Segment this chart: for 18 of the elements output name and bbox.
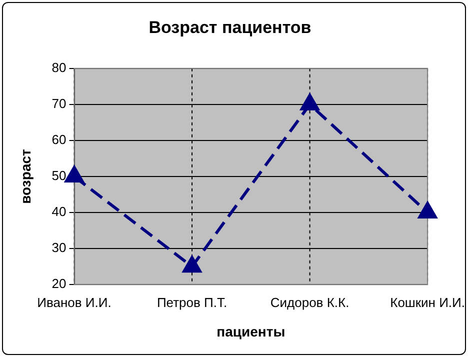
- y-tick-label: 50: [52, 168, 66, 184]
- point: [64, 166, 84, 182]
- point: [182, 256, 202, 273]
- point: [300, 94, 320, 110]
- x-axis-title: пациенты: [216, 323, 286, 340]
- y-axis-title: возраст: [17, 148, 34, 204]
- y-tick-label: 80: [52, 60, 66, 75]
- y-tick-label: 20: [52, 276, 66, 292]
- y-tick-label: 60: [52, 132, 66, 148]
- point: [418, 202, 437, 219]
- y-tick-label: 40: [52, 204, 66, 220]
- chart-title: Возраст пациентов: [148, 18, 312, 37]
- x-tick-label: Петров П.Т.: [156, 294, 228, 310]
- x-tick-label: Кошкин И.И.: [390, 294, 466, 310]
- y-tick-label: 30: [52, 240, 66, 256]
- y-tick-label: 70: [52, 96, 66, 112]
- x-tick-label: Иванов И.И.: [37, 294, 112, 310]
- x-tick-label: Сидоров К.К.: [270, 294, 350, 310]
